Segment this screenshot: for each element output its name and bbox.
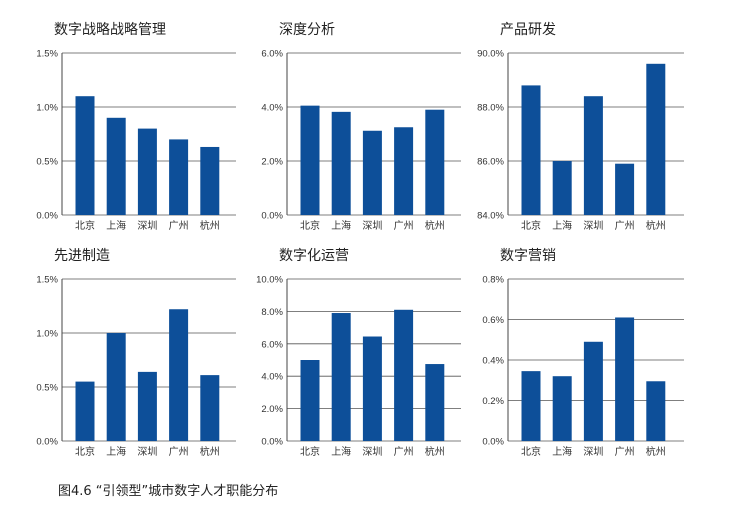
bar-5	[200, 146, 220, 215]
y-tick-label: 0.6%	[482, 315, 504, 326]
x-category-label: 北京	[521, 219, 541, 232]
y-tick-label: 0.0%	[261, 211, 283, 222]
y-tick-label: 1.5%	[36, 275, 58, 286]
bar-1	[300, 105, 320, 215]
x-category-label: 上海	[331, 445, 351, 458]
x-category-label: 杭州	[646, 219, 666, 232]
bar-4	[615, 317, 635, 441]
x-category-label: 上海	[106, 219, 126, 232]
x-category-label: 北京	[75, 219, 95, 232]
x-category-label: 上海	[106, 445, 126, 458]
x-category-label: 深圳	[362, 220, 382, 232]
bar-1	[75, 96, 95, 215]
x-category-label: 广州	[394, 220, 414, 232]
x-category-label: 广州	[169, 446, 189, 458]
bar-4	[394, 309, 414, 441]
bar-2	[552, 161, 572, 215]
y-tick-label: 88.0%	[477, 103, 504, 114]
x-category-label: 杭州	[425, 445, 445, 458]
panel-title: 数字营销	[500, 248, 556, 264]
y-tick-label: 6.0%	[261, 49, 283, 60]
bar-1	[300, 360, 320, 441]
y-tick-label: 1.0%	[36, 329, 58, 340]
y-tick-label: 1.5%	[36, 49, 58, 60]
x-category-label: 杭州	[200, 219, 220, 232]
y-tick-label: 10.0%	[256, 275, 283, 286]
x-category-label: 上海	[331, 219, 351, 232]
bar-1	[521, 85, 541, 216]
y-tick-label: 84.0%	[477, 211, 504, 222]
y-tick-label: 0.0%	[261, 437, 283, 448]
y-tick-label: 0.0%	[36, 437, 58, 448]
y-tick-label: 0.8%	[482, 275, 504, 286]
bar-5	[425, 364, 445, 441]
bar-5	[646, 381, 666, 441]
bar-4	[615, 163, 635, 215]
panel-title: 产品研发	[500, 22, 556, 38]
bar-2	[331, 313, 351, 441]
panel-title: 数字战略战略管理	[54, 22, 166, 38]
y-tick-label: 6.0%	[261, 339, 283, 350]
bar-3	[137, 371, 157, 441]
x-category-label: 广州	[615, 220, 635, 232]
bar-3	[362, 130, 382, 215]
bar-5	[646, 63, 666, 215]
y-tick-label: 0.5%	[36, 157, 58, 168]
bar-4	[169, 139, 189, 215]
bar-5	[200, 375, 220, 441]
y-tick-label: 0.0%	[482, 437, 504, 448]
bar-2	[106, 117, 126, 215]
x-category-label: 杭州	[200, 445, 220, 458]
y-tick-label: 0.5%	[36, 383, 58, 394]
bar-3	[583, 96, 603, 215]
bar-3	[137, 128, 157, 215]
x-category-label: 杭州	[425, 219, 445, 232]
y-tick-label: 86.0%	[477, 157, 504, 168]
bar-5	[425, 109, 445, 215]
x-category-label: 深圳	[583, 220, 603, 232]
x-category-label: 北京	[75, 445, 95, 458]
figure-caption: 图4.6 “引领型”城市数字人才职能分布	[58, 484, 279, 499]
x-category-label: 广州	[169, 220, 189, 232]
x-category-label: 上海	[552, 219, 572, 232]
bar-3	[583, 341, 603, 441]
y-tick-label: 90.0%	[477, 49, 504, 60]
bar-1	[521, 371, 541, 441]
y-tick-label: 4.0%	[261, 372, 283, 383]
x-category-label: 广州	[394, 446, 414, 458]
y-tick-label: 0.2%	[482, 396, 504, 407]
y-tick-label: 0.4%	[482, 356, 504, 367]
y-tick-label: 2.0%	[261, 157, 283, 168]
y-tick-label: 1.0%	[36, 103, 58, 114]
x-category-label: 深圳	[137, 446, 157, 458]
bar-4	[394, 127, 414, 215]
bar-2	[552, 376, 572, 441]
y-tick-label: 0.0%	[36, 211, 58, 222]
x-category-label: 深圳	[362, 446, 382, 458]
x-category-label: 北京	[521, 445, 541, 458]
bar-2	[106, 333, 126, 441]
bar-3	[362, 336, 382, 441]
y-tick-label: 8.0%	[261, 307, 283, 318]
x-category-label: 北京	[300, 445, 320, 458]
x-category-label: 广州	[615, 446, 635, 458]
bar-2	[331, 111, 351, 215]
y-tick-label: 4.0%	[261, 103, 283, 114]
x-category-label: 上海	[552, 445, 572, 458]
bar-4	[169, 309, 189, 441]
y-tick-label: 2.0%	[261, 404, 283, 415]
bar-1	[75, 381, 95, 441]
x-category-label: 杭州	[646, 445, 666, 458]
x-category-label: 北京	[300, 219, 320, 232]
x-category-label: 深圳	[583, 446, 603, 458]
panel-title: 深度分析	[279, 22, 335, 38]
x-category-label: 深圳	[137, 220, 157, 232]
panel-title: 数字化运营	[279, 248, 349, 264]
panel-title: 先进制造	[54, 248, 110, 264]
